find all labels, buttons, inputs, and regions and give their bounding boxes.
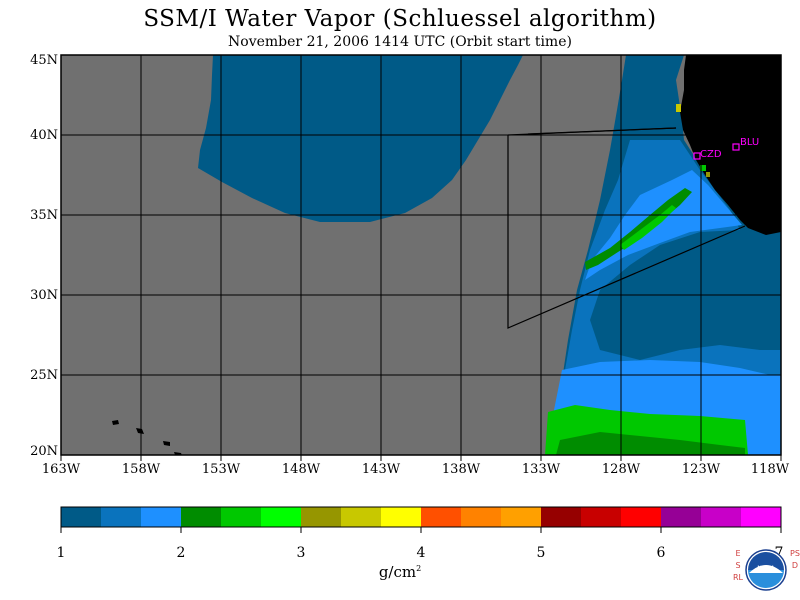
lat-label-30n: 30N [30, 288, 58, 303]
psd-label: PSD [790, 549, 800, 570]
lat-label-40n: 40N [30, 128, 58, 143]
units-text: g/cm [378, 563, 417, 581]
axis-ticks [60, 455, 782, 461]
station-marker-blu [732, 143, 740, 151]
map-field [61, 55, 781, 455]
colorbar-swatch [741, 507, 782, 527]
green-filament [585, 188, 692, 270]
coastal-speckle-1 [676, 104, 681, 112]
colorbar-label-6: 6 [656, 545, 666, 561]
coastal-speckle-3 [706, 172, 710, 177]
island-maui [163, 441, 170, 446]
map-subtitle: November 21, 2006 1414 UTC (Orbit start … [228, 34, 572, 50]
colorbar-swatch [581, 507, 622, 527]
colorbar-swatch [181, 507, 222, 527]
domain-outline [507, 135, 746, 329]
colorbar-swatch [381, 507, 422, 527]
lon-label-123w: 123W [681, 462, 721, 477]
colorbar-label-7: 7 [774, 545, 784, 561]
map-title: SSM/I Water Vapor (Schluessel algorithm) [143, 6, 657, 32]
lon-label-138w: 138W [441, 462, 481, 477]
lon-label-148w: 148W [281, 462, 321, 477]
colorbar-frame [60, 506, 782, 528]
colorbar-label-4: 4 [416, 545, 426, 561]
noaa-logo: NOAA [745, 549, 787, 591]
colorbar-swatch [261, 507, 302, 527]
lon-label-158w: 158W [121, 462, 161, 477]
colorbar-label-3: 3 [296, 545, 306, 561]
esrl-label: ESRL [733, 549, 744, 582]
map-frame [60, 54, 782, 456]
colorbar-swatch [461, 507, 502, 527]
lon-label-153w: 153W [201, 462, 241, 477]
lat-label-35n: 35N [30, 208, 58, 223]
south-green-dark [556, 432, 745, 455]
colorbar-swatch [421, 507, 462, 527]
colorbar-swatch [301, 507, 342, 527]
coastal-speckle-2 [700, 165, 706, 171]
station-label-blu: BLU [740, 137, 759, 148]
colorbar [60, 507, 782, 533]
coastal-blue-band [585, 170, 742, 280]
island-oahu [136, 428, 144, 434]
colorbar-swatch [101, 507, 142, 527]
colorbar-swatch [621, 507, 662, 527]
lat-label-45n: 45N [30, 53, 58, 68]
colorbar-swatch [501, 507, 542, 527]
colorbar-swatch [221, 507, 262, 527]
land-mass [680, 55, 781, 235]
map-gridlines [61, 55, 781, 455]
lon-label-163w: 163W [41, 462, 81, 477]
colorbar-swatch [541, 507, 582, 527]
lon-label-143w: 143W [361, 462, 401, 477]
green-filament-bright [620, 205, 676, 250]
units-exponent: 2 [416, 564, 422, 573]
colorbar-units: g/cm2 [360, 563, 440, 581]
colorbar-swatch [701, 507, 742, 527]
colorbar-swatch [61, 507, 102, 527]
noaa-logo-text: NOAA [757, 565, 775, 572]
north-swath [198, 55, 523, 222]
colorbar-label-1: 1 [56, 545, 66, 561]
colorbar-swatch [141, 507, 182, 527]
colorbar-swatch [341, 507, 382, 527]
colorbar-swatch [661, 507, 702, 527]
island-kauai [112, 420, 119, 425]
lat-label-20n: 20N [30, 444, 58, 459]
colorbar-label-5: 5 [536, 545, 546, 561]
lon-label-118w: 118W [750, 462, 790, 477]
colorbar-label-2: 2 [176, 545, 186, 561]
lon-label-133w: 133W [521, 462, 561, 477]
station-label-czd: CZD [700, 149, 722, 160]
lat-label-25n: 25N [30, 368, 58, 383]
station-marker-czd [693, 152, 701, 160]
lon-label-128w: 128W [601, 462, 641, 477]
